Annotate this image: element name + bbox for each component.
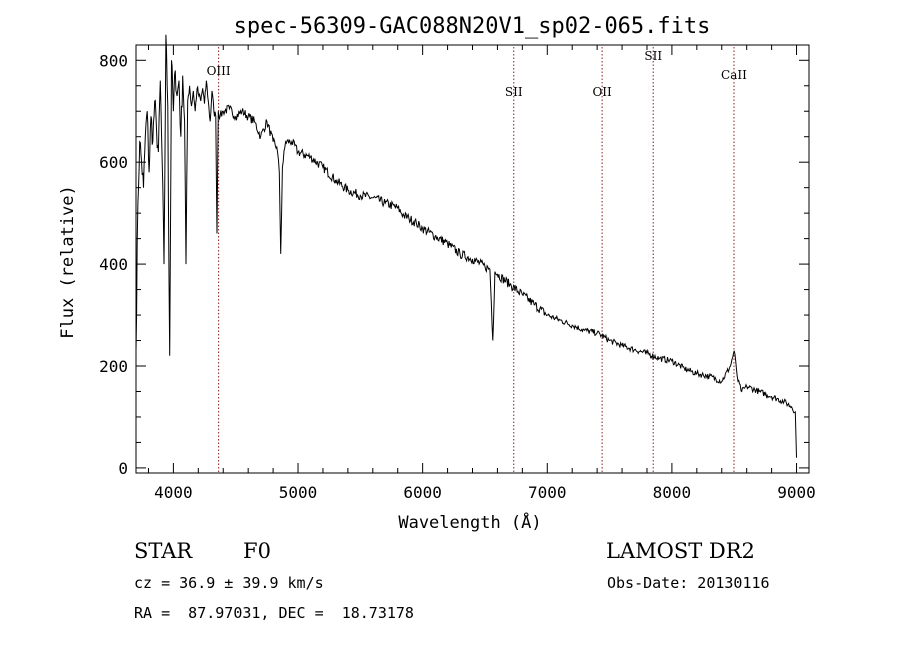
emission-line-label: OIII bbox=[207, 64, 231, 78]
y-tick-label: 600 bbox=[99, 153, 128, 172]
x-tick-label: 4000 bbox=[154, 483, 193, 502]
x-tick-label: 8000 bbox=[653, 483, 692, 502]
axes: 4000 5000 6000 7000 8000 9000 0 200 400 600 800 bbox=[99, 45, 816, 502]
survey-name: LAMOST DR2 bbox=[606, 539, 755, 563]
object-class: STAR bbox=[134, 539, 193, 563]
y-axis-label: Flux (relative) bbox=[58, 185, 78, 339]
emission-line-label: SII bbox=[644, 49, 662, 63]
coordinates-text: RA = 87.97031, DEC = 18.73178 bbox=[134, 604, 414, 622]
y-tick-label: 400 bbox=[99, 255, 128, 274]
x-tick-label: 7000 bbox=[528, 483, 567, 502]
x-tick-label: 6000 bbox=[403, 483, 442, 502]
object-subclass: F0 bbox=[243, 539, 271, 563]
y-tick-label: 800 bbox=[99, 51, 128, 70]
chart-title: spec-56309-GAC088N20V1_sp02-065.fits bbox=[234, 14, 711, 39]
y-tick-label: 200 bbox=[99, 357, 128, 376]
series bbox=[135, 34, 797, 458]
x-tick-label: 9000 bbox=[777, 483, 816, 502]
x-tick-label: 5000 bbox=[279, 483, 318, 502]
obs-date-text: Obs-Date: 20130116 bbox=[607, 574, 770, 592]
spectrum-line bbox=[135, 34, 797, 458]
y-tick-label: 0 bbox=[118, 459, 128, 478]
emission-line-label: SII bbox=[505, 85, 523, 99]
emission-line-label: OII bbox=[592, 85, 612, 99]
emission-line-label: CaII bbox=[721, 68, 747, 82]
redshift-text: cz = 36.9 ± 39.9 km/s bbox=[134, 574, 324, 592]
x-axis-label: Wavelength (Å) bbox=[398, 511, 541, 533]
